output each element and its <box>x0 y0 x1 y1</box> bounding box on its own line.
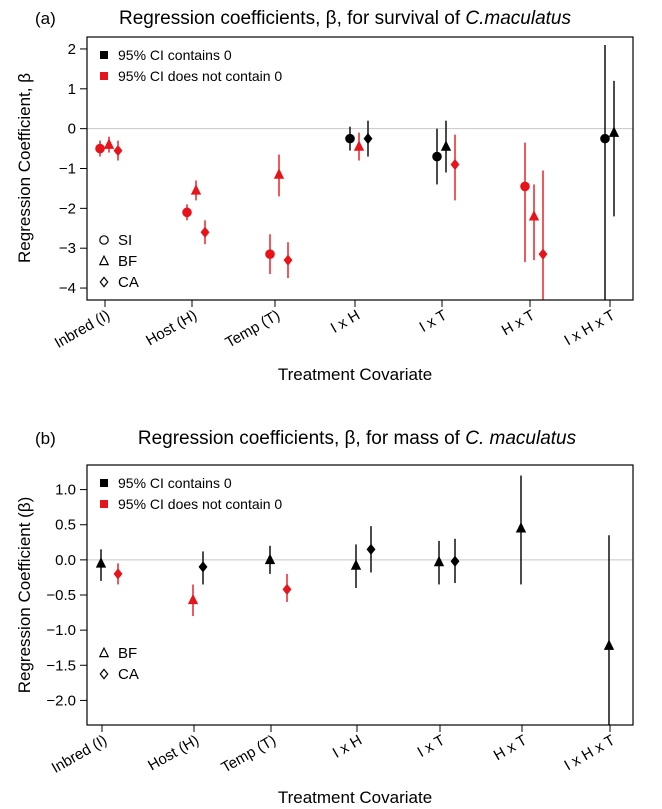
legend-label-contains: 95% CI contains 0 <box>118 475 232 491</box>
y-tick-label: 1.0 <box>55 482 76 499</box>
panel-label: (b) <box>35 429 56 448</box>
data-point-triangle <box>433 555 445 567</box>
legend-label-triangle: BF <box>118 645 137 662</box>
y-tick-label: −1 <box>59 161 76 178</box>
panel-label: (a) <box>35 9 56 28</box>
data-point-triangle <box>603 639 615 650</box>
data-point-diamond <box>283 254 293 266</box>
x-tick-label: I x H <box>328 307 363 337</box>
y-tick-label: −1.0 <box>46 622 76 639</box>
data-point-diamond <box>538 248 548 260</box>
y-tick-label: 2 <box>68 41 76 58</box>
x-tick-label: I x T <box>414 732 448 761</box>
data-point-diamond <box>113 568 123 580</box>
data-point-diamond <box>200 226 210 238</box>
data-point-diamond <box>198 561 208 573</box>
legend-label-contains: 95% CI contains 0 <box>118 47 232 63</box>
chart-title-text: Regression coefficients, β, for survival… <box>119 8 465 29</box>
chart-title: Regression coefficients, β, for survival… <box>119 8 571 29</box>
legend-label-excludes: 95% CI does not contain 0 <box>118 496 282 512</box>
data-point-triangle <box>95 557 107 568</box>
x-tick-label: I x H <box>330 732 365 762</box>
y-tick-label: 0 <box>68 121 76 138</box>
x-tick-label: Host (H) <box>143 307 200 350</box>
x-tick-label: H x T <box>491 732 530 765</box>
data-point-circle <box>600 133 610 144</box>
data-point-circle <box>432 151 442 162</box>
data-point-circle <box>265 249 275 259</box>
plot-frame <box>86 464 634 726</box>
data-point-circle <box>182 207 192 218</box>
data-point-triangle <box>440 140 452 151</box>
legend-key-excludes <box>100 500 108 508</box>
plot-frame <box>86 36 634 301</box>
legend-key-contains <box>100 479 108 487</box>
data-point-triangle <box>187 593 199 605</box>
y-axis-title: Regression Coefficient (β) <box>15 497 34 694</box>
legend-shape-triangle <box>98 254 110 266</box>
data-point-triangle <box>528 210 540 221</box>
data-point-triangle <box>515 522 527 533</box>
x-tick-label: I x H x T <box>561 732 618 775</box>
x-tick-label: I x T <box>416 307 450 336</box>
legend-label-circle: SI <box>118 232 132 249</box>
y-tick-label: −0.5 <box>46 587 76 604</box>
data-point-diamond <box>450 158 460 171</box>
data-point-diamond <box>366 543 376 555</box>
legend-shape-circle <box>99 235 109 245</box>
legend-shape-diamond <box>99 668 109 680</box>
legend-label-triangle: BF <box>118 253 137 270</box>
chart-panel-a: (a) Regression coefficients, β, for survi… <box>15 8 634 384</box>
x-axis-title: Treatment Covariate <box>278 788 432 807</box>
legend-shape-triangle <box>98 646 110 658</box>
x-tick-label: I x H x T <box>561 307 618 350</box>
legend-key-contains <box>100 51 108 59</box>
data-point-circle <box>520 181 530 192</box>
x-axis-title: Treatment Covariate <box>278 365 432 384</box>
data-point-diamond <box>113 144 123 157</box>
chart-title-species: C. maculatus <box>465 428 576 449</box>
data-point-triangle <box>190 184 202 195</box>
y-tick-label: −2.0 <box>46 692 76 709</box>
x-tick-label: Temp (T) <box>219 732 279 777</box>
y-tick-label: −2 <box>59 200 76 217</box>
legend-label-diamond: CA <box>118 666 139 683</box>
y-tick-label: −1.5 <box>46 657 76 674</box>
data-point-triangle <box>350 559 362 570</box>
y-tick-label: −4 <box>59 280 76 297</box>
data-point-circle <box>345 133 355 144</box>
data-point-triangle <box>103 138 115 149</box>
data-point-triangle <box>264 553 276 565</box>
y-tick-label: −3 <box>59 240 76 257</box>
data-point-diamond <box>363 133 373 145</box>
legend-label-diamond: CA <box>118 274 139 291</box>
y-tick-label: 0.0 <box>55 552 76 569</box>
x-tick-label: H x T <box>499 307 538 340</box>
y-tick-label: 0.5 <box>55 517 76 534</box>
chart-title-text: Regression coefficients, β, for mass of <box>138 428 465 449</box>
x-tick-label: Inbred (I) <box>52 307 113 352</box>
legend-shape-diamond <box>99 276 109 288</box>
y-tick-label: 1 <box>68 81 76 98</box>
data-point-diamond <box>450 555 460 567</box>
x-tick-label: Temp (T) <box>223 307 283 352</box>
data-point-triangle <box>273 168 285 179</box>
chart-panel-b: (b) Regression coefficients, β, for mass … <box>15 428 634 807</box>
legend-label-excludes: 95% CI does not contain 0 <box>118 68 282 84</box>
y-axis-title: Regression Coefficient, β <box>15 73 34 263</box>
legend-key-excludes <box>100 72 108 80</box>
data-point-triangle <box>608 126 620 137</box>
data-point-diamond <box>282 583 292 595</box>
chart-title-species: C.maculatus <box>465 8 571 29</box>
data-point-circle <box>95 143 105 154</box>
x-tick-label: Host (H) <box>145 732 202 775</box>
x-tick-label: Inbred (I) <box>49 732 110 777</box>
data-point-triangle <box>353 140 365 151</box>
chart-title: Regression coefficients, β, for mass of … <box>138 428 577 449</box>
